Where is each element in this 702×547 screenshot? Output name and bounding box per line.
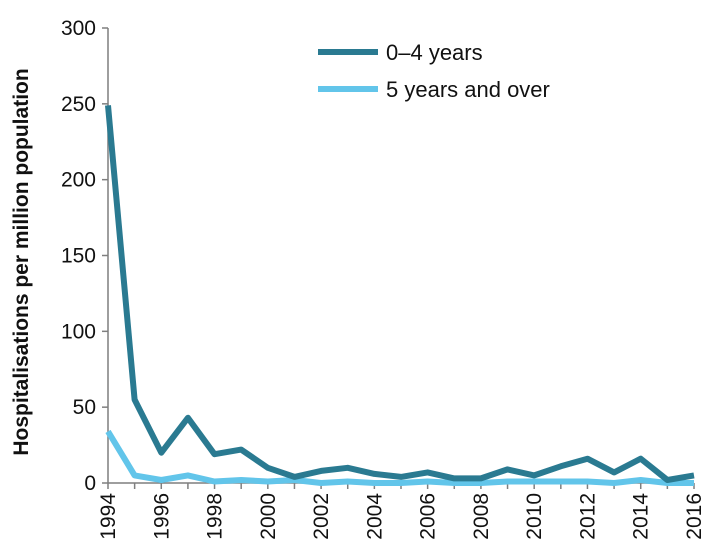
axes: 0 50 100 150 200 250 300 1994 1996 1998 2000 2002 20… xyxy=(61,17,702,540)
y-tick-label: 100 xyxy=(61,320,96,343)
y-tick-label: 250 xyxy=(61,93,96,116)
x-tick-label: 1998 xyxy=(204,493,227,540)
series-line-1 xyxy=(105,429,694,486)
y-axis-title: Hospitalisations per million population xyxy=(10,68,33,455)
y-tick-label: 300 xyxy=(61,17,96,40)
series-line-0 xyxy=(105,105,695,483)
x-tick-label: 2006 xyxy=(417,493,440,540)
x-tick-label: 2010 xyxy=(523,493,546,540)
x-tick-label: 2000 xyxy=(257,493,280,540)
legend-label-0: 0‒4 years xyxy=(386,40,483,65)
x-tick-label: 2008 xyxy=(470,493,493,540)
x-tick-label: 2004 xyxy=(363,493,386,540)
y-tick-label: 200 xyxy=(61,169,96,192)
x-tick-label: 1996 xyxy=(150,493,173,540)
x-tick-label: 1994 xyxy=(97,493,120,540)
series-lines xyxy=(105,105,695,486)
x-tick-label: 2014 xyxy=(630,493,653,540)
legend-label-1: 5 years and over xyxy=(386,77,550,102)
y-tick-label: 50 xyxy=(73,396,96,419)
legend: 0‒4 years 5 years and over xyxy=(318,40,550,102)
x-tick-label: 2016 xyxy=(683,493,702,540)
y-tick-label: 150 xyxy=(61,245,96,268)
y-tick-label: 0 xyxy=(84,472,96,495)
x-tick-label: 2012 xyxy=(576,493,599,540)
x-tick-label: 2002 xyxy=(310,493,333,540)
